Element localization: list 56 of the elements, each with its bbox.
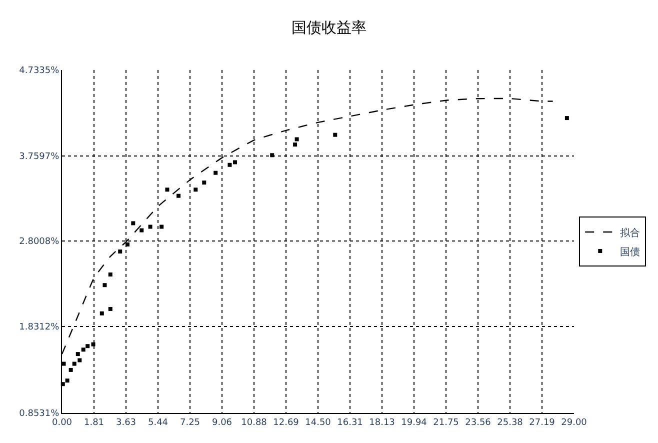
x-tick-label: 18.13 [369,418,395,428]
point [126,242,130,246]
point [270,153,274,158]
y-tick-label: 0.8531% [19,409,60,420]
point [202,180,206,185]
legend-label: 国债 [620,246,640,258]
x-tick-label: 23.56 [465,418,492,428]
y-tick-label: 4.7335% [19,66,60,76]
x-tick-label: 10.88 [241,418,268,428]
y-tick-label: 1.8312% [19,322,60,333]
point [233,160,238,164]
point [194,188,198,192]
x-tick-label: 21.75 [433,418,459,428]
point [62,362,66,366]
point [76,352,80,356]
point [160,224,164,229]
point [165,188,170,192]
chart-title: 国债收益率 [292,18,366,37]
legend-label: 拟合 [620,226,640,239]
x-tick-label: 19.94 [401,418,428,428]
point [294,137,299,142]
x-tick-label: 16.31 [337,418,363,428]
point [148,224,152,229]
x-tick-label: 27.19 [529,418,556,428]
point [176,194,181,198]
point [72,362,76,366]
point [68,368,73,372]
x-tick-label: 25.38 [497,418,524,428]
point [108,306,112,311]
point [78,358,82,362]
point [140,228,144,232]
point [564,116,569,120]
point [333,132,338,137]
point [108,272,112,276]
point [131,221,136,226]
x-tick-label: 1.81 [84,418,104,428]
point [100,311,104,316]
point [118,250,122,254]
x-tick-label: 3.63 [116,418,136,428]
y-tick-label: 3.7597% [19,152,60,162]
point [91,342,96,346]
point [214,170,218,175]
y-tick-label: 2.8008% [19,236,60,247]
x-tick-label: 29.00 [561,418,588,428]
x-tick-label: 5.44 [148,418,168,428]
x-tick-label: 14.50 [305,418,332,428]
point [65,378,70,383]
point [102,283,107,288]
point [228,162,232,167]
x-tick-label: 9.06 [212,418,232,428]
x-tick-label: 0.00 [52,418,72,428]
x-tick-label: 7.25 [180,418,200,428]
point [81,348,86,352]
point [293,142,298,147]
x-tick-label: 12.69 [273,418,300,428]
point [86,344,90,348]
